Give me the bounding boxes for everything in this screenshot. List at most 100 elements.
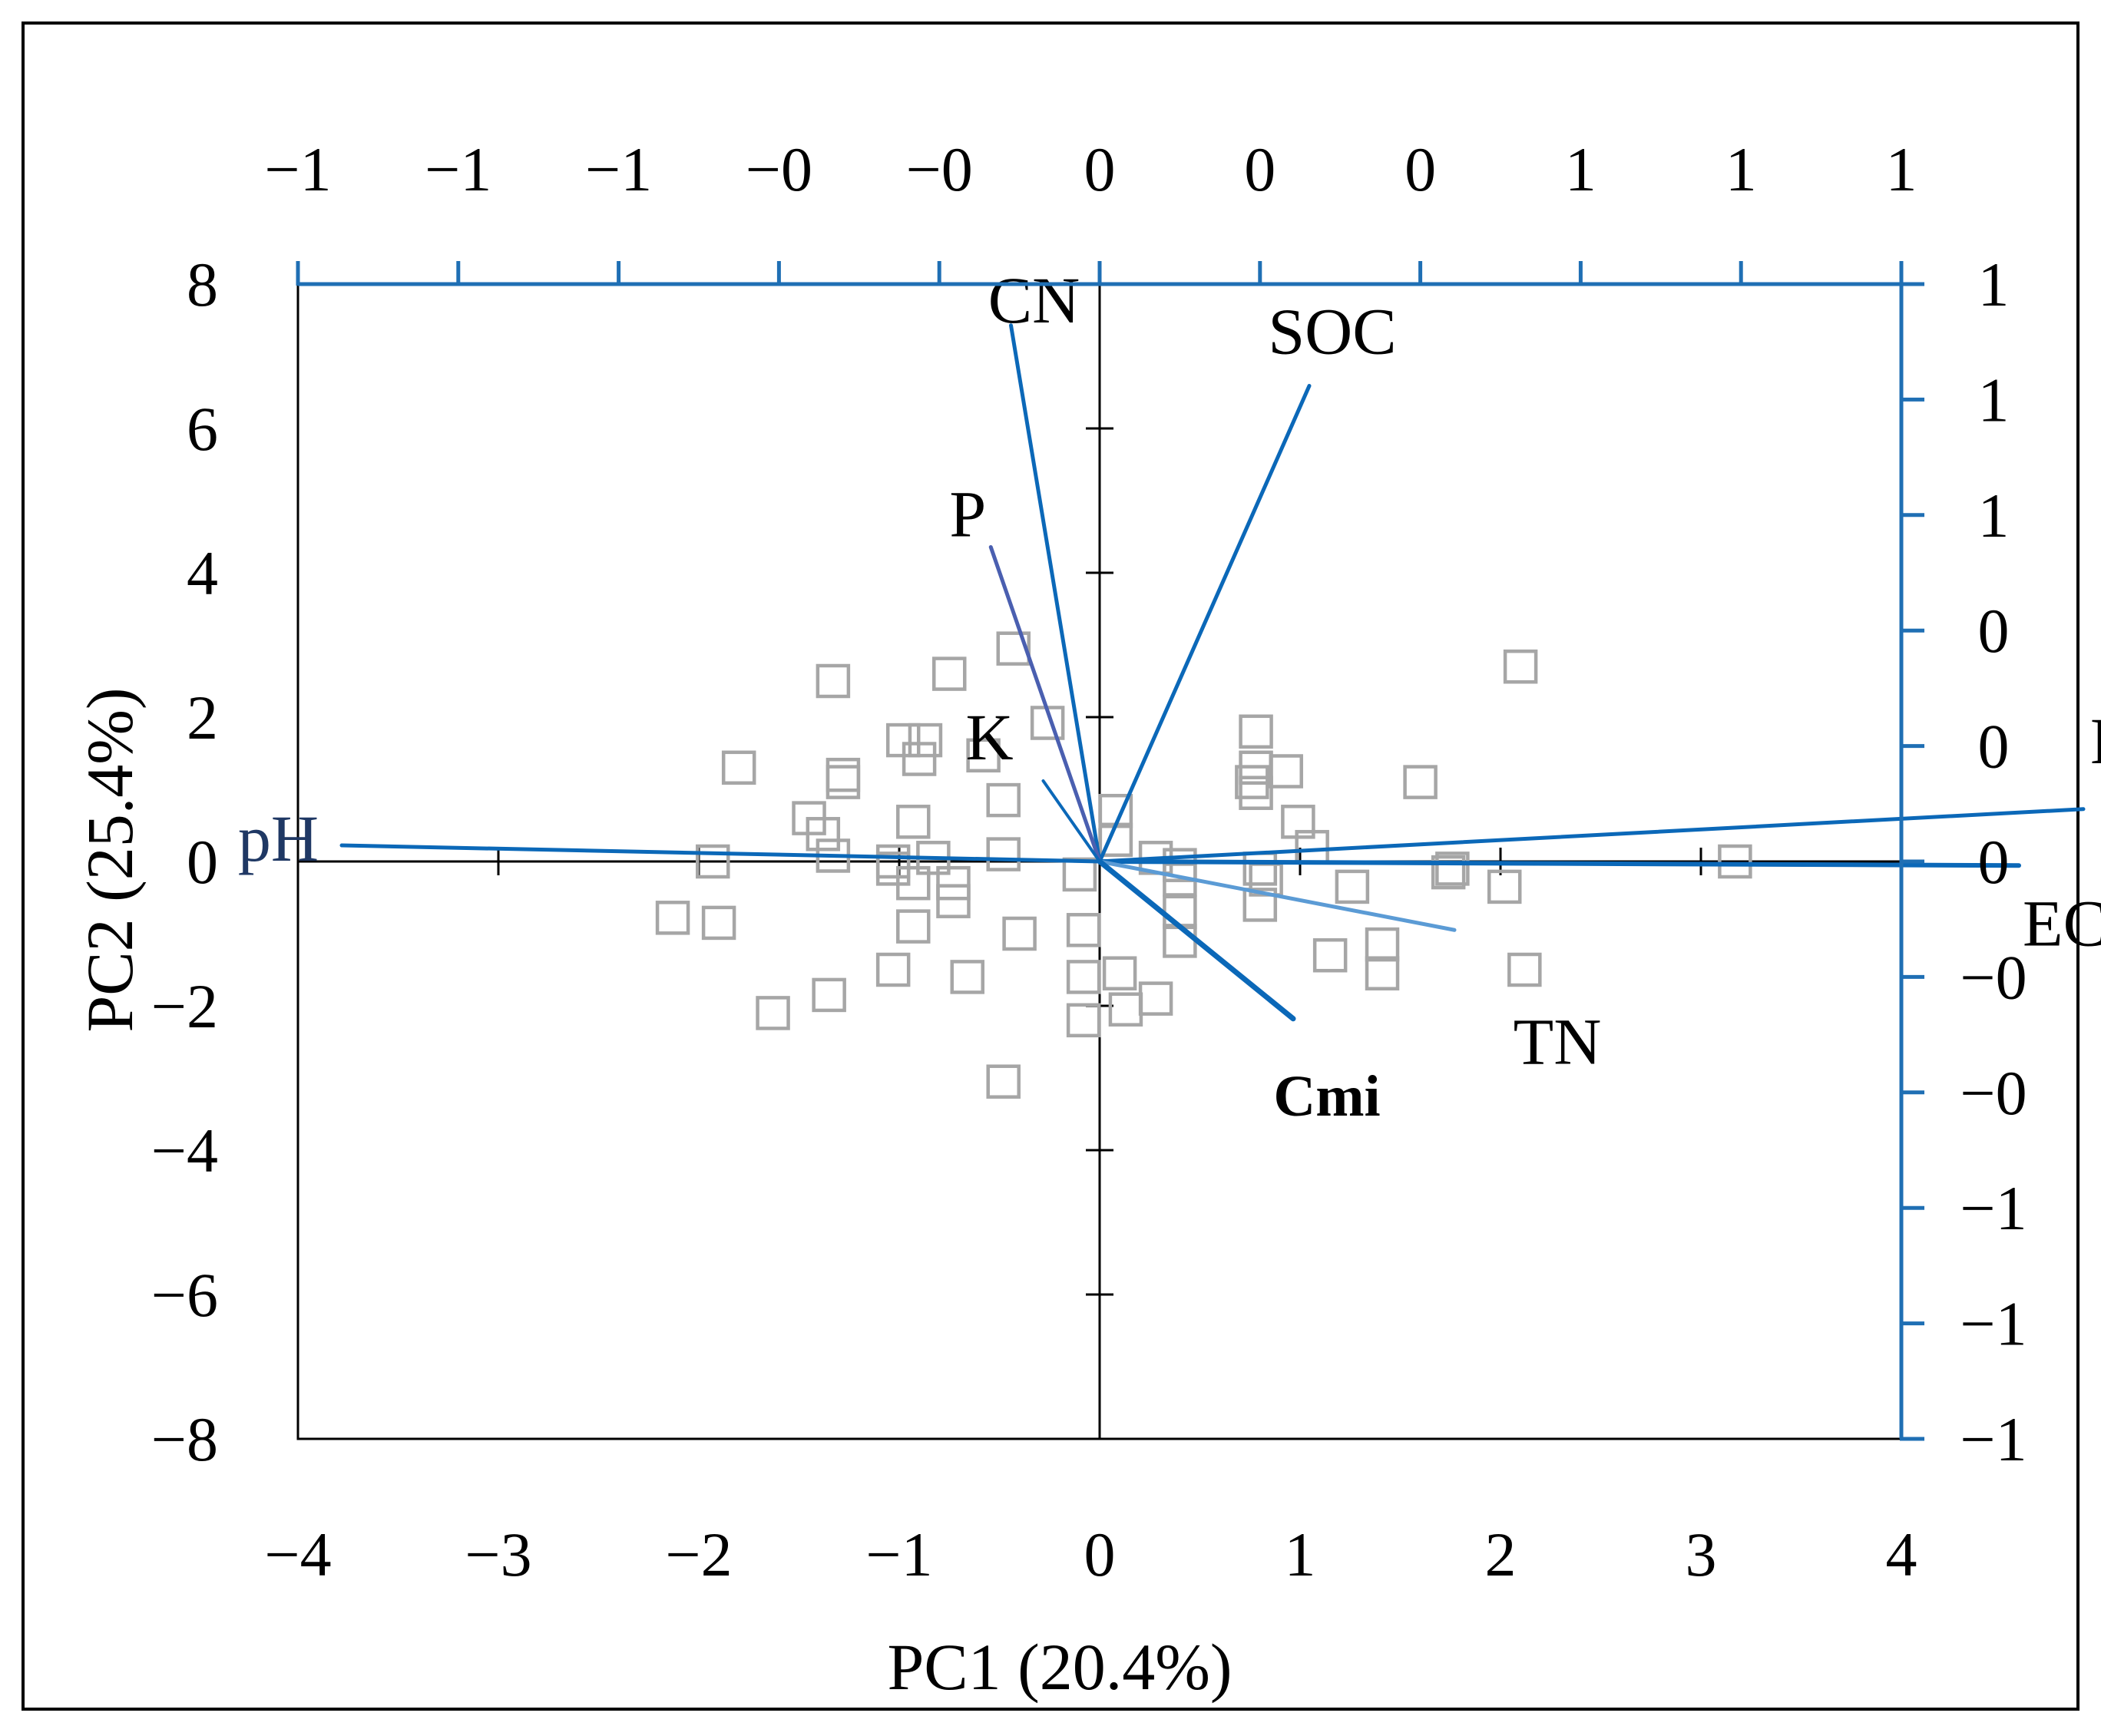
score-point: [1138, 981, 1173, 1016]
loading-label-ec: EC: [2023, 886, 2101, 960]
loading-label-cmi: Cmi: [1273, 1064, 1380, 1129]
score-point: [896, 865, 931, 901]
score-point: [1239, 775, 1273, 810]
score-point: [1487, 869, 1522, 904]
score-point: [1403, 765, 1438, 799]
y-tick-label: −8: [151, 1404, 218, 1474]
score-point: [986, 837, 1021, 871]
loading-label-p: P: [949, 478, 986, 551]
score-point: [986, 1064, 1021, 1099]
loading-vector-p: [988, 545, 1102, 864]
score-point: [1718, 844, 1752, 879]
right-tick-label: 1: [1978, 481, 2010, 551]
score-point: [936, 884, 971, 918]
score-point: [986, 782, 1021, 818]
loading-label-soc: SOC: [1268, 295, 1396, 369]
loading-label-ph: pH: [238, 802, 319, 875]
loading-vector-soc: [1097, 384, 1312, 864]
score-point: [1062, 857, 1097, 892]
right-secondary-axis: 1 1 1 0 0 0 −0 −0 −1 −1 −1: [1899, 250, 2027, 1474]
score-point: [908, 723, 943, 758]
top-secondary-axis: −1 −1 −1 −0 −0 0 0 0 1 1 1: [264, 134, 1917, 286]
right-tick-label: −0: [1960, 1058, 2027, 1128]
right-tick-label: 0: [1978, 712, 2010, 782]
right-tick-label: −0: [1960, 942, 2027, 1012]
x-tick-label: −1: [865, 1519, 932, 1589]
y-tick-labels: −8 −6 −4 −2 0 2 4 6 8: [151, 250, 218, 1474]
loading-label-n: N: [2090, 704, 2101, 778]
right-tick-label: 0: [1978, 596, 2010, 666]
right-tick-label: 1: [1978, 250, 2010, 319]
score-point: [655, 901, 690, 935]
y-tick-label: 0: [187, 827, 218, 897]
top-tick-label: 1: [1725, 134, 1757, 204]
x-tick-label: 1: [1285, 1519, 1316, 1589]
score-point: [1066, 1003, 1101, 1038]
right-tick-label: 0: [1978, 827, 2010, 897]
score-point: [1435, 851, 1470, 886]
y-tick-label: −4: [151, 1116, 218, 1185]
y-tick-label: −2: [151, 971, 218, 1041]
score-point: [1102, 956, 1137, 990]
score-point: [896, 805, 931, 839]
score-point: [1365, 956, 1400, 990]
score-point: [1002, 916, 1037, 951]
loading-vector-ec: [1097, 859, 2021, 868]
loading-vector-ph: [339, 843, 1102, 864]
score-point: [721, 750, 756, 785]
x-axis-title: PC1 (20.4%): [887, 1630, 1232, 1704]
top-tick-label: 0: [1244, 134, 1275, 204]
top-tick-label: −1: [425, 134, 491, 204]
top-tick-label: −0: [906, 134, 973, 204]
score-point: [1335, 869, 1370, 904]
score-point: [996, 631, 1031, 666]
score-point: [902, 742, 937, 776]
loading-label-cn: CN: [988, 263, 1080, 337]
y-tick-label: 8: [187, 250, 218, 319]
y-tick-label: 4: [187, 538, 218, 608]
score-point: [1312, 937, 1348, 973]
loading-vector-n: [1097, 807, 2086, 864]
x-tick-label: 4: [1886, 1519, 1917, 1589]
score-point: [936, 865, 971, 901]
x-tick-labels: −4 −3 −2 −1 0 1 2 3 4: [264, 1519, 1917, 1589]
top-tick-label: −1: [585, 134, 652, 204]
score-point: [896, 909, 931, 944]
score-point: [816, 663, 851, 699]
score-point: [696, 844, 730, 879]
loading-vector-tn: [1097, 859, 1457, 932]
right-tick-label: −1: [1960, 1404, 2027, 1474]
top-tick-label: −1: [264, 134, 331, 204]
loading-labels: pH CN SOC P K N EC TN Cmi: [238, 263, 2101, 1129]
score-point: [932, 656, 967, 691]
score-point: [950, 960, 984, 994]
score-point: [1269, 754, 1303, 789]
score-point: [1235, 765, 1269, 799]
right-tick-label: 1: [1978, 365, 2010, 435]
top-tick-label: −0: [746, 134, 812, 204]
x-tick-label: −3: [465, 1519, 531, 1589]
score-point: [701, 905, 736, 941]
x-tick-label: 0: [1084, 1519, 1116, 1589]
score-point: [1431, 855, 1466, 890]
top-tick-label: 1: [1565, 134, 1596, 204]
top-tick-label: 0: [1084, 134, 1116, 204]
x-tick-label: 2: [1485, 1519, 1517, 1589]
top-tick-label: 0: [1405, 134, 1436, 204]
score-point: [875, 952, 911, 987]
x-tick-label: 3: [1686, 1519, 1717, 1589]
loading-label-tn: TN: [1514, 1004, 1602, 1078]
loading-vector-k: [1041, 779, 1101, 863]
y-tick-label: 2: [187, 683, 218, 752]
loading-vector-cn: [1009, 323, 1102, 864]
score-point: [1242, 888, 1278, 922]
score-point: [806, 817, 841, 851]
x-tick-label: −4: [264, 1519, 331, 1589]
y-tick-label: 6: [187, 394, 218, 464]
score-point: [1239, 714, 1273, 749]
score-point: [1503, 649, 1538, 684]
top-tick-label: 1: [1886, 134, 1917, 204]
score-point: [812, 977, 846, 1013]
